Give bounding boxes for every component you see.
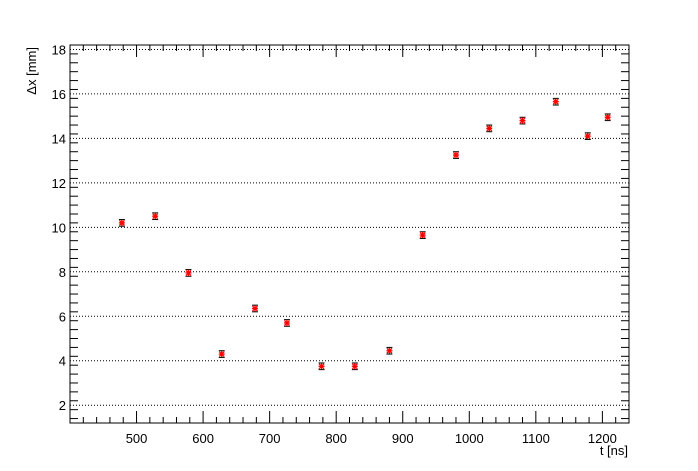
point-marker bbox=[486, 125, 493, 132]
point-marker bbox=[519, 117, 526, 124]
y-tick-label: 18 bbox=[52, 42, 66, 57]
point-marker bbox=[185, 269, 192, 276]
data-point bbox=[318, 362, 325, 371]
point-marker bbox=[152, 213, 159, 220]
x-tick-label: 700 bbox=[259, 431, 281, 446]
point-marker bbox=[584, 133, 591, 140]
point-marker bbox=[552, 98, 559, 105]
point-marker bbox=[252, 305, 258, 312]
data-point bbox=[252, 304, 259, 313]
point-marker bbox=[351, 363, 358, 370]
y-tick-label: 10 bbox=[52, 220, 66, 235]
data-point bbox=[218, 350, 225, 358]
y-tick-label: 12 bbox=[52, 176, 66, 191]
data-point bbox=[419, 231, 426, 239]
y-tick-label: 2 bbox=[59, 398, 66, 413]
grid-lines bbox=[70, 48, 629, 406]
x-tick-label: 1200 bbox=[588, 431, 617, 446]
point-marker bbox=[604, 114, 611, 121]
data-point bbox=[552, 97, 559, 106]
plot-frame bbox=[69, 44, 630, 424]
x-axis-label: t [ns] bbox=[600, 443, 628, 458]
data-point bbox=[604, 113, 611, 122]
data-point bbox=[452, 151, 459, 159]
y-tick-label: 6 bbox=[59, 309, 66, 324]
point-marker bbox=[453, 152, 459, 159]
data-point bbox=[283, 319, 290, 327]
data-points bbox=[118, 97, 611, 371]
y-tick-label: 16 bbox=[52, 87, 66, 102]
data-point bbox=[584, 132, 591, 140]
point-marker bbox=[419, 232, 426, 239]
point-marker bbox=[118, 219, 125, 226]
y-tick-label: 14 bbox=[52, 131, 66, 146]
data-point bbox=[118, 219, 125, 227]
x-tick-label: 1000 bbox=[455, 431, 484, 446]
point-marker bbox=[283, 319, 290, 326]
y-axis-label: Δx [mm] bbox=[24, 47, 39, 95]
axis-ticks bbox=[69, 44, 630, 423]
point-marker bbox=[386, 347, 393, 354]
data-point bbox=[486, 124, 493, 133]
data-point bbox=[152, 212, 159, 221]
point-marker bbox=[318, 363, 325, 370]
point-marker bbox=[218, 351, 225, 358]
data-point bbox=[519, 116, 526, 125]
y-tick-label: 8 bbox=[59, 265, 66, 280]
data-point bbox=[351, 362, 358, 371]
x-tick-label: 600 bbox=[192, 431, 214, 446]
data-point bbox=[185, 269, 192, 277]
x-tick-label: 800 bbox=[325, 431, 347, 446]
x-tick-label: 900 bbox=[392, 431, 414, 446]
x-tick-label: 500 bbox=[126, 431, 148, 446]
y-tick-label: 4 bbox=[59, 354, 66, 369]
data-point bbox=[386, 346, 393, 355]
tick-labels: 2 4 6 8 10 12 14 16 18 500 600 700 800 900 1000 1100 120… bbox=[52, 42, 617, 446]
x-tick-label: 1100 bbox=[522, 431, 550, 446]
